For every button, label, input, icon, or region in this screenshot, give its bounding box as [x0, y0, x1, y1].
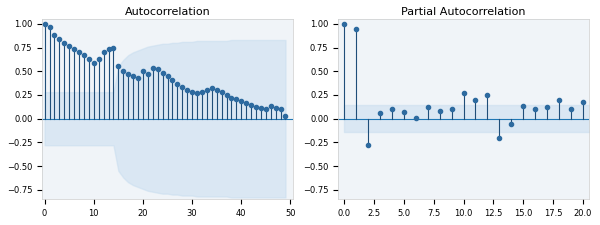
- Title: Autocorrelation: Autocorrelation: [125, 7, 211, 17]
- Title: Partial Autocorrelation: Partial Autocorrelation: [401, 7, 526, 17]
